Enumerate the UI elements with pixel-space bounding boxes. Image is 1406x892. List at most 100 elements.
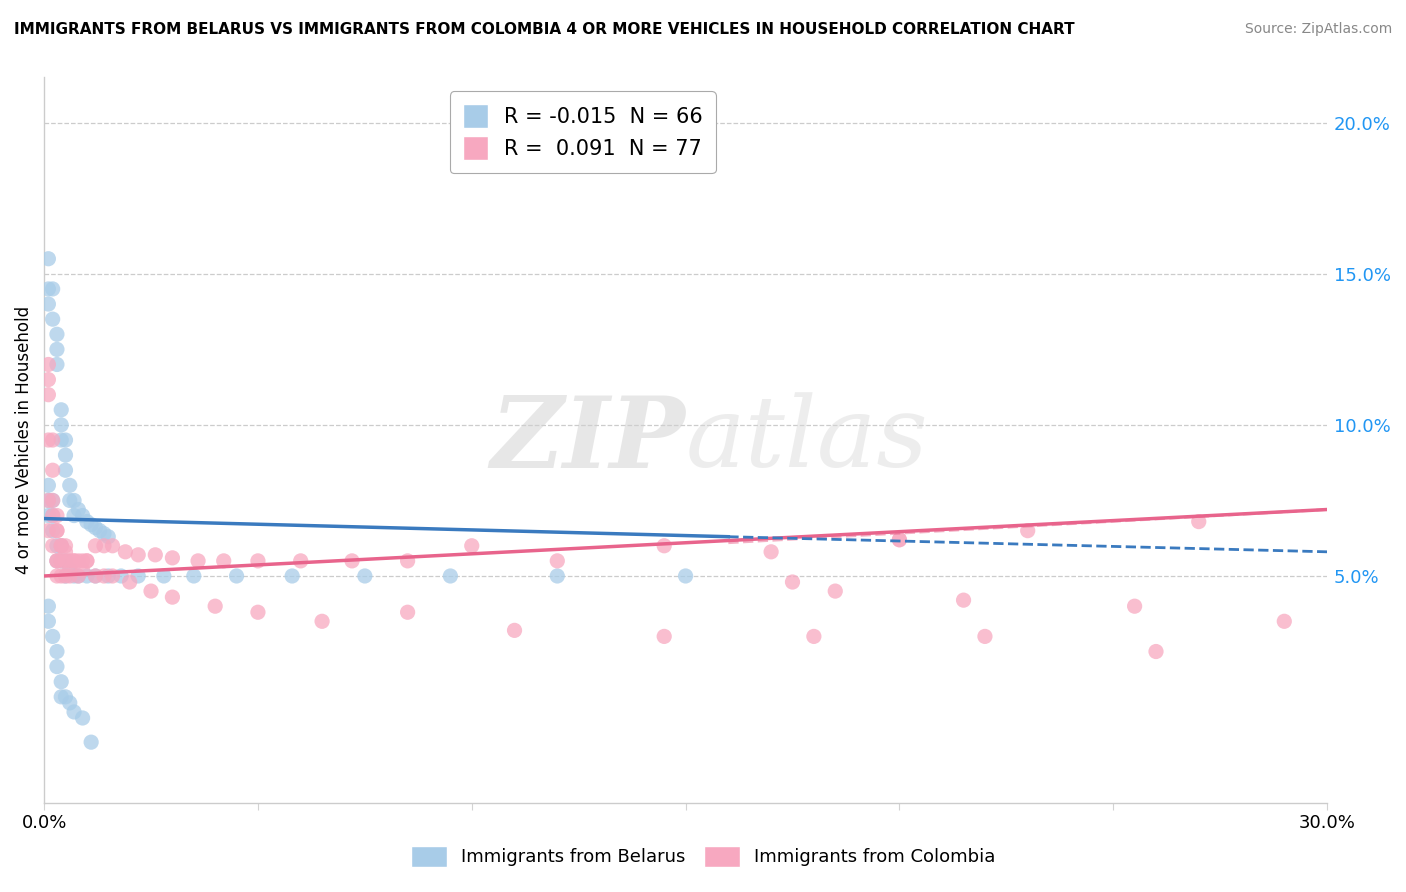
Text: IMMIGRANTS FROM BELARUS VS IMMIGRANTS FROM COLOMBIA 4 OR MORE VEHICLES IN HOUSEH: IMMIGRANTS FROM BELARUS VS IMMIGRANTS FR…	[14, 22, 1074, 37]
Point	[37, 615, 59, 629]
Point	[37, 252, 59, 266]
Point	[80, 735, 103, 749]
Point	[41, 493, 63, 508]
Point	[59, 493, 82, 508]
Point	[1144, 644, 1167, 658]
Point	[84, 569, 107, 583]
Point	[246, 605, 269, 619]
Point	[396, 554, 419, 568]
Point	[101, 539, 124, 553]
Point	[759, 545, 782, 559]
Point	[187, 554, 209, 568]
Point	[59, 696, 82, 710]
Point	[51, 417, 73, 432]
Point	[290, 554, 312, 568]
Point	[51, 554, 73, 568]
Point	[93, 526, 115, 541]
Point	[37, 373, 59, 387]
Legend: Immigrants from Belarus, Immigrants from Colombia: Immigrants from Belarus, Immigrants from…	[404, 838, 1002, 874]
Point	[55, 554, 77, 568]
Point	[51, 402, 73, 417]
Point	[41, 524, 63, 538]
Point	[37, 508, 59, 523]
Point	[37, 387, 59, 401]
Point	[782, 574, 804, 589]
Point	[37, 493, 59, 508]
Point	[45, 524, 67, 538]
Point	[51, 674, 73, 689]
Point	[55, 545, 77, 559]
Point	[55, 433, 77, 447]
Point	[118, 574, 141, 589]
Point	[67, 569, 90, 583]
Point	[952, 593, 974, 607]
Point	[67, 554, 90, 568]
Point	[461, 539, 484, 553]
Point	[37, 478, 59, 492]
Point	[41, 629, 63, 643]
Point	[55, 569, 77, 583]
Point	[80, 517, 103, 532]
Point	[55, 690, 77, 704]
Point	[340, 554, 363, 568]
Point	[84, 539, 107, 553]
Point	[51, 690, 73, 704]
Point	[246, 554, 269, 568]
Point	[55, 539, 77, 553]
Point	[281, 569, 304, 583]
Text: Source: ZipAtlas.com: Source: ZipAtlas.com	[1244, 22, 1392, 37]
Point	[143, 548, 166, 562]
Point	[63, 493, 86, 508]
Point	[503, 624, 526, 638]
Point	[45, 659, 67, 673]
Point	[93, 539, 115, 553]
Point	[41, 493, 63, 508]
Point	[67, 502, 90, 516]
Point	[37, 433, 59, 447]
Point	[37, 358, 59, 372]
Point	[89, 524, 111, 538]
Point	[41, 508, 63, 523]
Point	[183, 569, 205, 583]
Point	[439, 569, 461, 583]
Point	[889, 533, 911, 547]
Point	[59, 554, 82, 568]
Point	[114, 545, 136, 559]
Point	[63, 508, 86, 523]
Point	[45, 508, 67, 523]
Point	[353, 569, 375, 583]
Point	[45, 524, 67, 538]
Point	[45, 644, 67, 658]
Point	[101, 569, 124, 583]
Point	[803, 629, 825, 643]
Text: ZIP: ZIP	[491, 392, 686, 488]
Y-axis label: 4 or more Vehicles in Household: 4 or more Vehicles in Household	[15, 306, 32, 574]
Point	[546, 554, 568, 568]
Point	[45, 554, 67, 568]
Point	[974, 629, 997, 643]
Point	[139, 584, 162, 599]
Point	[889, 533, 911, 547]
Point	[59, 478, 82, 492]
Point	[76, 554, 98, 568]
Point	[51, 433, 73, 447]
Point	[45, 539, 67, 553]
Point	[59, 569, 82, 583]
Point	[72, 563, 94, 577]
Point	[76, 515, 98, 529]
Point	[84, 521, 107, 535]
Point	[55, 463, 77, 477]
Point	[41, 508, 63, 523]
Point	[55, 569, 77, 583]
Point	[55, 554, 77, 568]
Point	[63, 705, 86, 719]
Point	[41, 539, 63, 553]
Point	[37, 297, 59, 311]
Point	[1017, 524, 1039, 538]
Point	[652, 539, 675, 553]
Point	[51, 539, 73, 553]
Point	[45, 343, 67, 357]
Point	[59, 563, 82, 577]
Point	[59, 563, 82, 577]
Point	[1272, 615, 1295, 629]
